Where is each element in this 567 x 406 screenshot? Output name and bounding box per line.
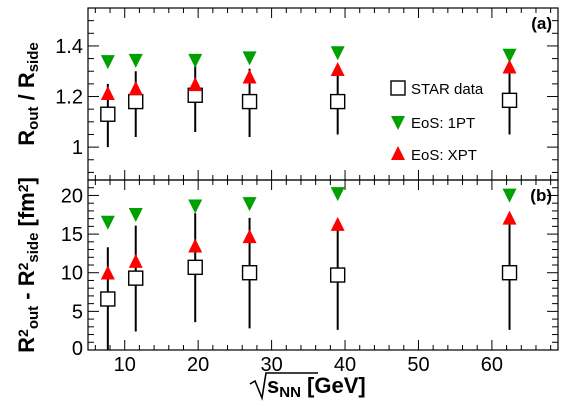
data-point [188, 53, 203, 68]
data-point [128, 208, 143, 222]
data-point [188, 199, 203, 214]
data-point [330, 61, 345, 76]
series-eos-1pt [100, 187, 517, 230]
data-point [330, 46, 345, 61]
data-point [242, 69, 257, 84]
data-point [128, 270, 144, 286]
data-point [128, 53, 143, 68]
y-axis-label-part: R [14, 130, 39, 146]
data-point [241, 265, 258, 281]
y-tick-label: 10 [61, 263, 83, 285]
legend-marker [390, 80, 406, 96]
data-point [128, 253, 143, 268]
y-tick-label: 1.2 [55, 87, 83, 109]
panel-a: 1 1.2 1.4 (a) Rout / Rside [14, 7, 559, 181]
y-axis-label-part: out [25, 107, 42, 130]
y-axis-label-part: / R [14, 72, 39, 106]
x-axis-label-part: s [267, 373, 279, 398]
panel-label: (a) [531, 14, 552, 33]
data-point [501, 92, 518, 109]
x-tick-label: 20 [187, 354, 209, 376]
data-point [241, 93, 258, 110]
data-point [188, 238, 203, 253]
x-tick-label: 50 [407, 354, 429, 376]
panel-label: (b) [530, 186, 552, 205]
y-tick-label: 1 [72, 137, 83, 159]
series-eos-xpt [100, 59, 517, 100]
y-axis-label: R2out - R2side [fm2] [14, 177, 42, 353]
data-point [502, 59, 517, 74]
legend-label: EoS: 1PT [411, 115, 475, 132]
data-point [187, 259, 203, 276]
radical-sign [249, 372, 318, 401]
legend-marker [391, 146, 405, 160]
legend: STAR data EoS: 1PT EoS: XPT [390, 80, 484, 164]
y-axis-label-part: R [14, 337, 39, 353]
data-point [100, 55, 115, 70]
legend-label: EoS: XPT [411, 147, 477, 164]
series-eos-1pt [100, 46, 517, 70]
series-eos-xpt [100, 210, 517, 280]
x-tick-label: 30 [260, 354, 282, 376]
data-point [100, 106, 116, 122]
data-point [128, 93, 144, 110]
x-axis-label-part: [GeV] [301, 373, 366, 398]
data-point [242, 229, 257, 244]
data-point [330, 187, 345, 202]
data-point [330, 216, 345, 231]
data-point [242, 51, 257, 66]
x-axis-label-part: NN [279, 384, 301, 401]
plot-frame [87, 7, 559, 181]
data-point [128, 80, 143, 95]
data-point [100, 265, 115, 280]
data-point [501, 265, 518, 281]
y-tick-label: 20 [61, 185, 83, 207]
y-axis-label-part: out [25, 306, 42, 329]
x-tick-label: 40 [334, 354, 356, 376]
x-tick-label: 10 [114, 354, 136, 376]
data-point [100, 291, 116, 307]
data-point [329, 267, 346, 283]
series-star-data [100, 66, 518, 148]
data-point [502, 210, 517, 225]
x-axis-label-text: sNN [GeV] [267, 373, 366, 401]
data-point [502, 48, 517, 63]
y-tick-label: 15 [61, 224, 83, 246]
data-point [329, 93, 346, 110]
x-tick-label: 60 [481, 354, 503, 376]
x-axis-label: sNN [GeV] [249, 372, 366, 401]
data-point [188, 77, 203, 92]
y-axis-label-part: side [25, 233, 42, 263]
legend-marker [391, 116, 405, 130]
y-axis-label-part: [fm [14, 192, 39, 232]
y-axis-label-part: 2 [15, 184, 31, 192]
y-tick-label: 5 [72, 301, 83, 323]
y-axis-label-part: ] [14, 177, 39, 184]
y-axis-label-part: - R [14, 270, 39, 306]
y-tick-label: 1.4 [55, 36, 83, 58]
data-point [100, 215, 115, 230]
y-axis-label-part: 2 [15, 262, 31, 270]
y-tick-label: 0 [72, 338, 83, 360]
plot-frame [87, 179, 559, 351]
y-axis-label-part: 2 [15, 329, 31, 337]
legend-label: STAR data [411, 81, 484, 98]
series-star-data [100, 213, 518, 350]
y-axis-label: Rout / Rside [14, 42, 42, 145]
data-point [242, 197, 257, 212]
data-point [100, 86, 115, 100]
data-point [502, 188, 517, 203]
y-axis-label-part: side [25, 42, 42, 72]
